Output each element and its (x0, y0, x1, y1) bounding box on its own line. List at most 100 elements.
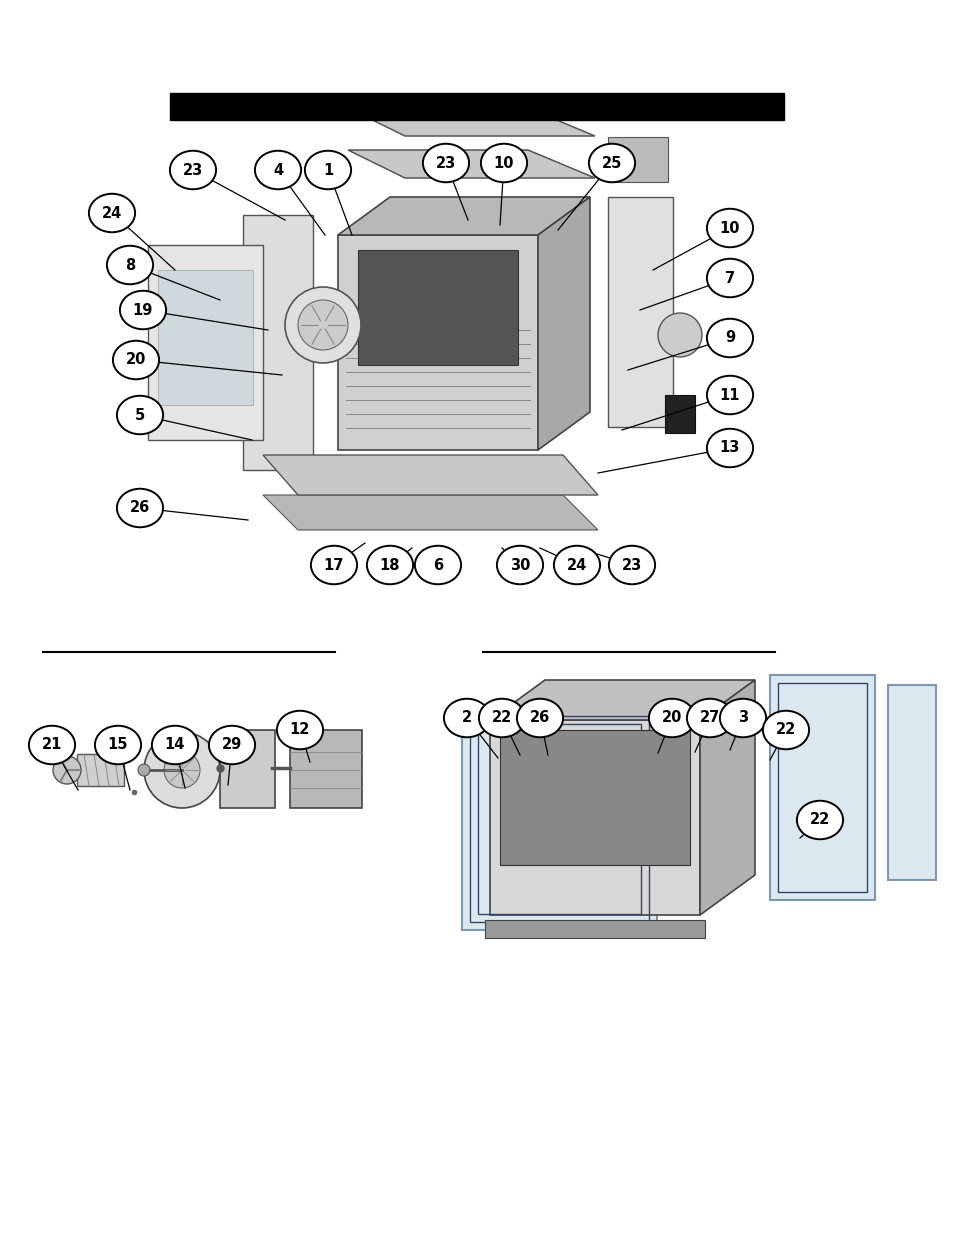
Ellipse shape (89, 194, 135, 232)
Polygon shape (887, 685, 935, 881)
Ellipse shape (311, 546, 356, 584)
Ellipse shape (608, 546, 655, 584)
Text: 4: 4 (273, 163, 283, 178)
Text: 13: 13 (720, 441, 740, 456)
Ellipse shape (762, 711, 808, 750)
Text: 22: 22 (775, 722, 796, 737)
Ellipse shape (254, 151, 301, 189)
Ellipse shape (152, 726, 198, 764)
Polygon shape (77, 755, 124, 785)
Text: 12: 12 (290, 722, 310, 737)
Text: 26: 26 (529, 710, 550, 725)
Text: 6: 6 (433, 557, 442, 573)
Ellipse shape (706, 319, 752, 357)
Ellipse shape (170, 151, 216, 189)
Polygon shape (263, 495, 598, 530)
Circle shape (297, 300, 348, 350)
Polygon shape (700, 680, 754, 915)
Text: 3: 3 (738, 710, 747, 725)
Text: 21: 21 (42, 737, 62, 752)
Polygon shape (348, 149, 595, 178)
Text: 8: 8 (125, 258, 135, 273)
Ellipse shape (478, 699, 524, 737)
Ellipse shape (415, 546, 460, 584)
Ellipse shape (120, 290, 166, 330)
Text: 30: 30 (509, 557, 530, 573)
FancyBboxPatch shape (484, 920, 704, 939)
Text: 25: 25 (601, 156, 621, 170)
Ellipse shape (648, 699, 695, 737)
FancyBboxPatch shape (220, 730, 274, 808)
Circle shape (285, 287, 360, 363)
Text: 24: 24 (102, 205, 122, 221)
Ellipse shape (367, 546, 413, 584)
Ellipse shape (554, 546, 599, 584)
Text: 23: 23 (183, 163, 203, 178)
Circle shape (658, 312, 701, 357)
Ellipse shape (480, 143, 527, 183)
FancyBboxPatch shape (607, 137, 667, 182)
Text: 22: 22 (809, 813, 829, 827)
Polygon shape (490, 720, 700, 915)
Text: 17: 17 (323, 557, 344, 573)
FancyBboxPatch shape (499, 730, 689, 864)
Text: 24: 24 (566, 557, 586, 573)
Ellipse shape (443, 699, 490, 737)
Circle shape (53, 756, 81, 784)
Ellipse shape (117, 489, 163, 527)
Text: 23: 23 (621, 557, 641, 573)
Ellipse shape (29, 726, 75, 764)
Ellipse shape (209, 726, 254, 764)
Text: 22: 22 (492, 710, 512, 725)
Ellipse shape (112, 341, 159, 379)
Ellipse shape (706, 259, 752, 298)
Polygon shape (544, 690, 749, 855)
Text: 20: 20 (661, 710, 681, 725)
Polygon shape (337, 198, 589, 235)
Ellipse shape (276, 711, 323, 750)
Text: 14: 14 (165, 737, 185, 752)
Text: 19: 19 (132, 303, 153, 317)
Text: 15: 15 (108, 737, 128, 752)
Text: 18: 18 (379, 557, 400, 573)
Polygon shape (243, 215, 313, 471)
Ellipse shape (796, 800, 842, 840)
Ellipse shape (117, 395, 163, 435)
Text: 2: 2 (461, 710, 472, 725)
FancyBboxPatch shape (290, 730, 361, 808)
Text: 9: 9 (724, 331, 735, 346)
Polygon shape (148, 245, 263, 440)
Ellipse shape (94, 726, 141, 764)
Ellipse shape (686, 699, 732, 737)
FancyBboxPatch shape (158, 270, 253, 405)
Circle shape (164, 752, 200, 788)
Circle shape (138, 764, 150, 776)
Ellipse shape (107, 246, 152, 284)
Polygon shape (537, 198, 589, 450)
Ellipse shape (588, 143, 635, 183)
FancyBboxPatch shape (170, 93, 783, 120)
Text: 10: 10 (494, 156, 514, 170)
Text: 7: 7 (724, 270, 735, 285)
Ellipse shape (706, 429, 752, 467)
Text: 27: 27 (700, 710, 720, 725)
Ellipse shape (422, 143, 469, 183)
Ellipse shape (305, 151, 351, 189)
Circle shape (144, 732, 220, 808)
FancyBboxPatch shape (664, 395, 695, 433)
Ellipse shape (517, 699, 562, 737)
Polygon shape (263, 454, 598, 495)
Ellipse shape (706, 375, 752, 414)
Text: 1: 1 (322, 163, 333, 178)
Polygon shape (348, 107, 595, 136)
Ellipse shape (497, 546, 542, 584)
Polygon shape (607, 198, 672, 427)
Polygon shape (769, 676, 874, 900)
Text: 23: 23 (436, 156, 456, 170)
Text: 11: 11 (719, 388, 740, 403)
Polygon shape (490, 680, 754, 720)
FancyBboxPatch shape (357, 249, 517, 366)
Ellipse shape (720, 699, 765, 737)
Text: 29: 29 (222, 737, 242, 752)
Ellipse shape (706, 209, 752, 247)
